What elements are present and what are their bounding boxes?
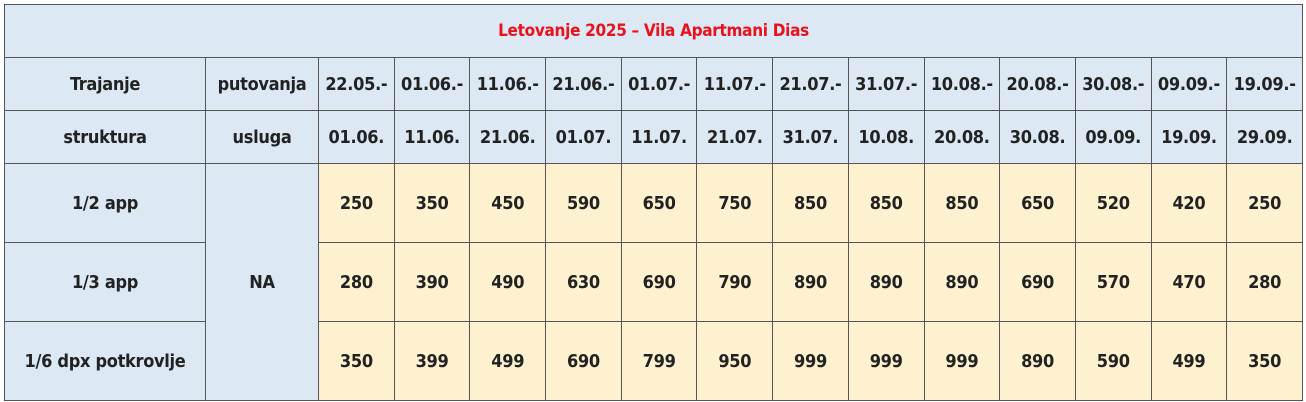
- price-cell: 570: [1074, 242, 1152, 322]
- period-end-cell: 11.07.: [620, 110, 698, 164]
- price-cell: 280: [1226, 242, 1304, 322]
- price-cell: 250: [318, 163, 395, 243]
- price-cell: 450: [469, 163, 547, 243]
- price-cell: 390: [393, 242, 471, 322]
- price-cell: 399: [393, 321, 471, 401]
- period-end-cell: 29.09.: [1226, 110, 1304, 164]
- table-row: 1/6 dpx potkrovlje 350 399 499 690 799 950 999 9…: [4, 321, 1304, 401]
- period-start-cell: 01.07.-: [620, 57, 698, 111]
- price-cell: 520: [1074, 163, 1152, 243]
- period-start-cell: 31.07.-: [847, 57, 925, 111]
- table-row: 1/2 app NA 250 350 450 590 650 750 850 850 850 650 5…: [4, 163, 1304, 401]
- period-start-cell: 01.06.-: [393, 57, 471, 111]
- price-table: Letovanje 2025 – Vila Apartmani Dias Tra…: [3, 4, 1304, 401]
- table-title: Letovanje 2025 – Vila Apartmani Dias: [3, 4, 1304, 58]
- period-start-cell: 11.06.-: [469, 57, 547, 111]
- period-end-cell: 10.08.: [847, 110, 925, 164]
- price-cell: 850: [923, 163, 1001, 243]
- price-cell: 999: [923, 321, 1001, 401]
- structure-cell: 1/6 dpx potkrovlje: [4, 321, 206, 401]
- table-row: 1/3 app 280 390 490 630 690 790 890 890 890 690 570…: [4, 242, 1304, 322]
- price-cell: 890: [847, 242, 925, 322]
- price-cell: 280: [318, 242, 395, 322]
- price-cell: 499: [1150, 321, 1228, 401]
- price-cell: 850: [847, 163, 925, 243]
- header-row-end: struktura usluga 01.06. 11.06. 21.06. 01.07…: [4, 110, 1304, 164]
- price-cell: 850: [772, 163, 849, 243]
- period-start-cell: 19.09.-: [1226, 57, 1304, 111]
- header-service-label: usluga: [205, 110, 319, 164]
- period-end-cell: 21.06.: [469, 110, 547, 164]
- period-start-cell: 10.08.-: [923, 57, 1001, 111]
- price-cell: 590: [545, 163, 622, 243]
- price-cell: 750: [696, 163, 774, 243]
- period-start-cell: 21.07.-: [772, 57, 849, 111]
- period-end-cell: 30.08.: [999, 110, 1076, 164]
- price-cell: 499: [469, 321, 547, 401]
- period-start-cell: 21.06.-: [545, 57, 622, 111]
- period-start-cell: 11.07.-: [696, 57, 774, 111]
- price-cell: 420: [1150, 163, 1228, 243]
- price-cell: 590: [1074, 321, 1152, 401]
- period-end-cell: 21.07.: [696, 110, 774, 164]
- header-structure-label: struktura: [4, 110, 206, 164]
- price-cell: 350: [1226, 321, 1304, 401]
- period-start-cell: 22.05.-: [318, 57, 395, 111]
- price-cell: 650: [999, 163, 1076, 243]
- price-cell: 250: [1226, 163, 1304, 243]
- period-start-cell: 20.08.-: [999, 57, 1076, 111]
- price-cell: 690: [620, 242, 698, 322]
- period-end-cell: 19.09.: [1150, 110, 1228, 164]
- period-end-cell: 09.09.: [1074, 110, 1152, 164]
- header-row-start: Trajanje putovanja 22.05.- 01.06.- 11.06.-…: [4, 57, 1304, 111]
- structure-cell: 1/3 app: [4, 242, 206, 322]
- price-cell: 690: [999, 242, 1076, 322]
- header-travel-label: putovanja: [205, 57, 319, 111]
- price-cell: 999: [847, 321, 925, 401]
- header-duration-label: Trajanje: [4, 57, 206, 111]
- period-end-cell: 01.06.: [318, 110, 395, 164]
- title-row: Letovanje 2025 – Vila Apartmani Dias: [3, 4, 1304, 58]
- period-end-cell: 20.08.: [923, 110, 1001, 164]
- price-cell: 890: [923, 242, 1001, 322]
- price-cell: 799: [620, 321, 698, 401]
- period-end-cell: 01.07.: [545, 110, 622, 164]
- price-cell: 890: [772, 242, 849, 322]
- price-cell: 950: [696, 321, 774, 401]
- price-cell: 470: [1150, 242, 1228, 322]
- price-cell: 890: [999, 321, 1076, 401]
- period-end-cell: 31.07.: [772, 110, 849, 164]
- period-end-cell: 11.06.: [393, 110, 471, 164]
- period-start-cell: 30.08.-: [1074, 57, 1152, 111]
- price-table-body: Letovanje 2025 – Vila Apartmani Dias Tra…: [3, 4, 1304, 401]
- price-cell: 790: [696, 242, 774, 322]
- price-cell: 690: [545, 321, 622, 401]
- price-cell: 490: [469, 242, 547, 322]
- price-cell: 630: [545, 242, 622, 322]
- period-start-cell: 09.09.-: [1150, 57, 1228, 111]
- price-cell: 350: [318, 321, 395, 401]
- price-cell: 999: [772, 321, 849, 401]
- price-cell: 350: [393, 163, 471, 243]
- price-cell: 650: [620, 163, 698, 243]
- service-cell: NA: [205, 163, 319, 401]
- structure-cell: 1/2 app: [4, 163, 206, 243]
